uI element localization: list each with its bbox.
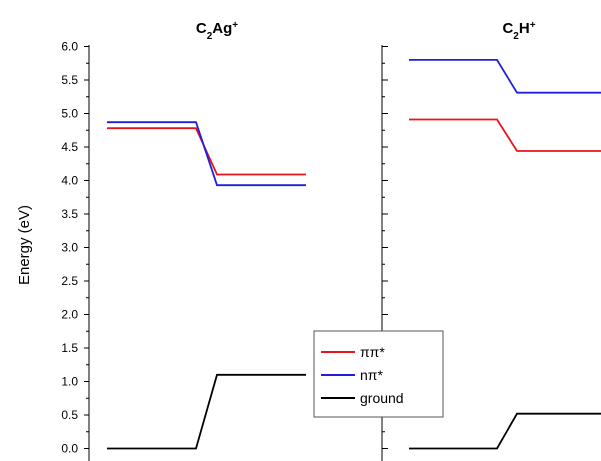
y-tick-label: 3.0 [61, 241, 78, 255]
legend: ππ* nπ* ground [313, 330, 444, 418]
panel-title-c2ag: C2Ag+ [196, 20, 238, 42]
series-line-pipi-panel-2 [409, 118, 601, 152]
y-tick-label: 0.0 [61, 442, 78, 456]
y-axis-tick-labels: 0.0 0.5 1.0 1.5 2.0 2.5 3.0 3.5 4.0 4.5 5.0 5.5 6.0 [61, 40, 78, 456]
y-tick-label: 1.5 [61, 341, 78, 355]
y-tick-label: 2.5 [61, 274, 78, 288]
y-axis-title: Energy (eV) [16, 205, 33, 285]
series-line-npi-panel-1 [107, 121, 306, 187]
y-tick-label: 5.0 [61, 107, 78, 121]
series-lines [107, 59, 601, 450]
y-tick-label: 1.0 [61, 375, 78, 389]
y-tick-label: 4.0 [61, 174, 78, 188]
legend-label-ground: ground [360, 390, 404, 406]
series-line-npi-panel-2 [409, 59, 601, 94]
panel-title-c2h: C2H+ [502, 20, 535, 42]
y-axis-ticks-left [84, 46, 89, 449]
legend-label-npi: nπ* [360, 367, 383, 383]
legend-label-pipi: ππ* [360, 344, 385, 360]
y-tick-label: 4.5 [61, 140, 78, 154]
y-tick-label: 6.0 [61, 40, 78, 54]
y-tick-label: 2.0 [61, 308, 78, 322]
y-tick-label: 0.5 [61, 408, 78, 422]
series-line-ground-panel-1 [107, 373, 306, 450]
y-tick-label: 3.5 [61, 207, 78, 221]
series-line-ground-panel-2 [409, 412, 601, 450]
y-tick-label: 5.5 [61, 73, 78, 87]
